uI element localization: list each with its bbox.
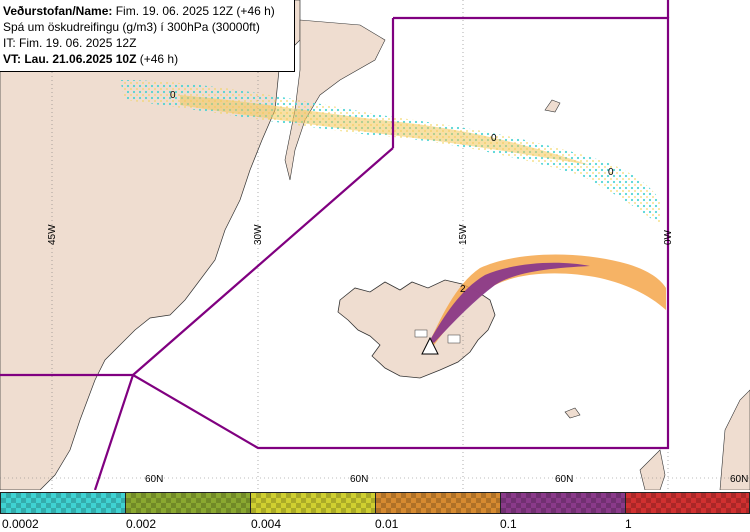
- parallel-label-4: 60N: [730, 474, 748, 485]
- volcano-marker: [421, 336, 439, 355]
- valid-time-offset: (+46 h): [139, 52, 179, 66]
- legend-swatch-6: [625, 492, 750, 514]
- parallel-label-2: 60N: [350, 474, 368, 485]
- valid-time: VT: Lau. 21.06.2025 10Z: [3, 52, 137, 66]
- contour-label-2: 0: [491, 133, 497, 144]
- flight-region-boundaries: [0, 0, 670, 491]
- legend-swatch-2: [125, 492, 250, 514]
- contour-label-3: 0: [608, 167, 614, 178]
- forecast-description: Spá um öskudreifingu (g/m3) í 300hPa (30…: [3, 20, 260, 34]
- forecast-info-box: Veðurstofan/Name: Fim. 19. 06. 2025 12Z …: [0, 0, 295, 72]
- legend-swatch-5: [500, 492, 625, 514]
- issue-time: Fim. 19. 06. 2025 12Z (+46 h): [115, 4, 275, 18]
- contour-label-4: 2: [460, 284, 466, 295]
- legend-tick-6: 1: [625, 517, 632, 531]
- concentration-legend: 0.0002 0.002 0.004 0.01 0.1 1: [0, 490, 750, 532]
- meridian-label-30w: 30W: [253, 224, 264, 245]
- parallel-label-3: 60N: [555, 474, 573, 485]
- legend-swatch-3: [250, 492, 375, 514]
- legend-swatch-4: [375, 492, 500, 514]
- contour-label-1: 0: [170, 90, 176, 101]
- meridian-label-0w: 0W: [663, 229, 674, 245]
- legend-tick-5: 0.1: [500, 517, 517, 531]
- meridian-label-15w: 15W: [458, 224, 469, 245]
- meridian-label-45w: 45W: [47, 224, 58, 245]
- legend-tick-2: 0.002: [126, 517, 157, 531]
- initial-time: IT: Fim. 19. 06. 2025 12Z: [3, 36, 137, 50]
- legend-tick-3: 0.004: [251, 517, 282, 531]
- parallel-label-1: 60N: [145, 474, 163, 485]
- legend-tick-1: 0.0002: [2, 517, 39, 531]
- agency-label: Veðurstofan/Name:: [3, 4, 113, 18]
- legend-swatch-1: [0, 492, 125, 514]
- legend-tick-4: 0.01: [375, 517, 399, 531]
